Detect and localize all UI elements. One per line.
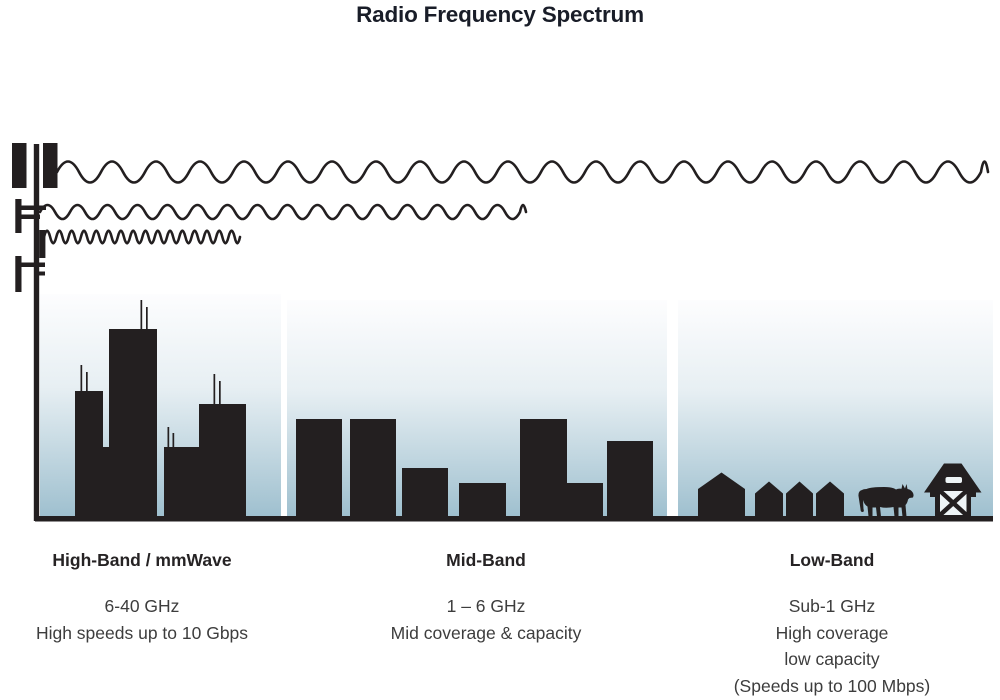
band-detail-line: Mid coverage & capacity — [390, 623, 582, 643]
band-detail-line: (Speeds up to 100 Mbps) — [733, 675, 931, 696]
rooftop-antenna — [146, 307, 148, 329]
band-label-low-band: Low-Band Sub-1 GHz High coverage low cap… — [702, 550, 962, 699]
band-detail-line: Sub-1 GHz — [788, 596, 876, 616]
skyscraper-icon — [75, 391, 103, 516]
skyline-high-band — [75, 300, 246, 516]
skyscraper-icon — [164, 447, 199, 516]
antenna-panel-icon — [39, 230, 46, 258]
cow-icon — [858, 484, 914, 517]
rooftop-antenna — [80, 365, 83, 391]
building-icon — [567, 483, 603, 516]
building-icon — [350, 419, 396, 516]
band-detail-line: 1 – 6 GHz — [446, 596, 526, 616]
band-detail-line: low capacity — [784, 649, 880, 669]
ground-line — [35, 516, 993, 522]
mid-frequency-wave-icon — [38, 203, 528, 221]
building-icon — [402, 468, 448, 516]
tower-pole — [33, 144, 40, 521]
page-title: Radio Frequency Spectrum — [356, 2, 644, 27]
band-label-mid-band: Mid-Band 1 – 6 GHz Mid coverage & capaci… — [356, 550, 616, 647]
building-icon — [459, 483, 506, 516]
house-icon — [816, 481, 844, 516]
rooftop-antenna — [86, 372, 88, 391]
tower-crossarm — [34, 271, 45, 276]
rooftop-antenna — [213, 374, 216, 404]
house-icon — [755, 481, 783, 516]
spectrum-scene — [12, 143, 993, 522]
skyline-mid-band — [296, 419, 653, 516]
band-heading: Mid-Band — [446, 550, 526, 570]
tower-crossarm — [18, 205, 46, 210]
skyscraper-icon — [103, 447, 109, 516]
band-detail-line: High coverage — [775, 622, 889, 643]
band-detail-line: High speeds up to 10 Gbps — [35, 623, 249, 643]
skyscraper-icon — [109, 329, 157, 516]
rooftop-antenna — [172, 433, 175, 447]
barn-icon — [924, 463, 982, 518]
band-detail-line: 6-40 GHz — [104, 596, 180, 616]
band-heading: High-Band / mmWave — [52, 550, 232, 570]
band-heading: Low-Band — [789, 550, 875, 570]
antenna-panel-icon — [15, 256, 22, 292]
low-frequency-wave-icon — [55, 160, 990, 184]
skyscraper-icon — [199, 404, 246, 516]
high-frequency-wave-icon — [42, 229, 242, 245]
building-icon — [607, 441, 653, 516]
antenna-panel-icon — [15, 199, 22, 233]
house-icon — [786, 481, 813, 516]
building-icon — [296, 419, 342, 516]
building-icon — [520, 419, 567, 516]
antenna-panel-icon — [12, 143, 27, 188]
cell-tower-icon — [12, 143, 58, 521]
band-label-high-band: High-Band / mmWave 6-40 GHz High speeds … — [12, 550, 272, 647]
rooftop-antenna — [140, 300, 143, 329]
rooftop-antenna — [167, 427, 170, 447]
tower-crossarm — [18, 214, 40, 219]
tower-crossarm — [18, 262, 45, 267]
house-icon — [698, 472, 745, 516]
rural-low-band — [698, 463, 982, 518]
antenna-panel-icon — [43, 143, 58, 188]
rooftop-antenna — [219, 381, 221, 404]
